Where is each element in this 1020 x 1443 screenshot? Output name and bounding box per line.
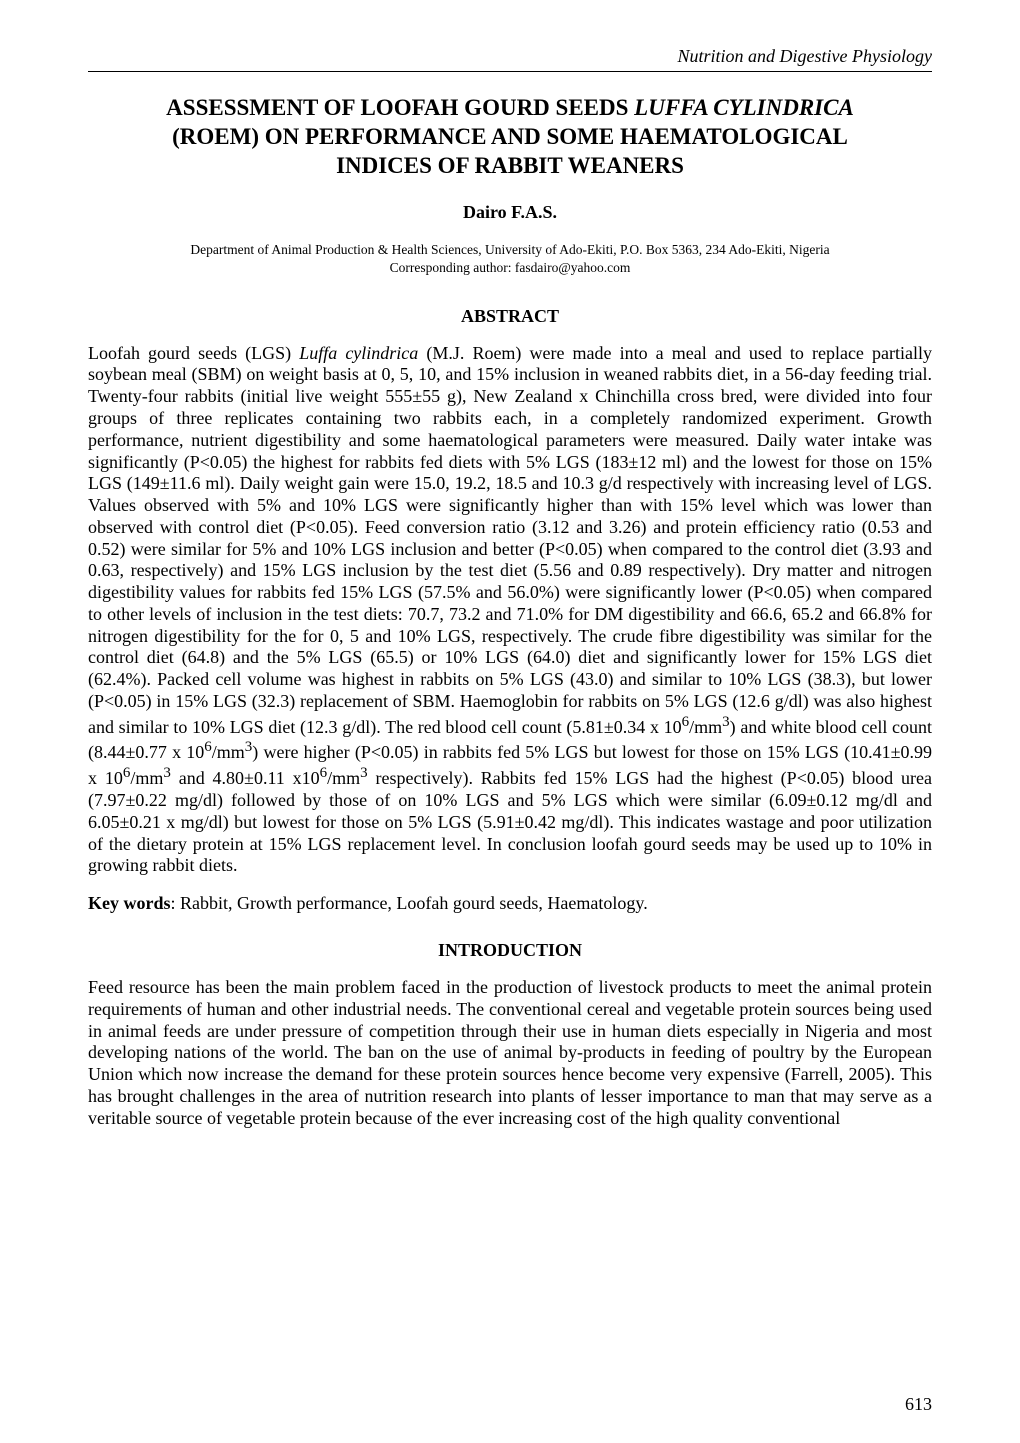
title-species-italic: LUFFA CYLINDRICA <box>634 95 854 120</box>
page-number: 613 <box>905 1394 932 1415</box>
author-name: Dairo F.A.S. <box>88 202 932 223</box>
header-rule <box>88 71 932 72</box>
running-head: Nutrition and Digestive Physiology <box>88 46 932 67</box>
introduction-heading: INTRODUCTION <box>88 940 932 961</box>
abstract-heading: ABSTRACT <box>88 306 932 327</box>
title-line-1-plain: ASSESSMENT OF LOOFAH GOURD SEEDS <box>166 95 634 120</box>
title-line-3: INDICES OF RABBIT WEANERS <box>336 153 684 178</box>
abstract-body: Loofah gourd seeds (LGS) Luffa cylindric… <box>88 343 932 877</box>
paper-title: ASSESSMENT OF LOOFAH GOURD SEEDS LUFFA C… <box>88 94 932 180</box>
affiliation-line-1: Department of Animal Production & Health… <box>190 242 829 257</box>
title-line-2: (ROEM) ON PERFORMANCE AND SOME HAEMATOLO… <box>172 124 848 149</box>
keywords-label: Key words <box>88 893 171 913</box>
keywords: Key words: Rabbit, Growth performance, L… <box>88 893 932 914</box>
keywords-text: : Rabbit, Growth performance, Loofah gou… <box>171 893 648 913</box>
page: Nutrition and Digestive Physiology ASSES… <box>0 0 1020 1443</box>
introduction-body: Feed resource has been the main problem … <box>88 977 932 1129</box>
affiliation: Department of Animal Production & Health… <box>88 241 932 277</box>
affiliation-line-2: Corresponding author: fasdairo@yahoo.com <box>390 260 631 275</box>
